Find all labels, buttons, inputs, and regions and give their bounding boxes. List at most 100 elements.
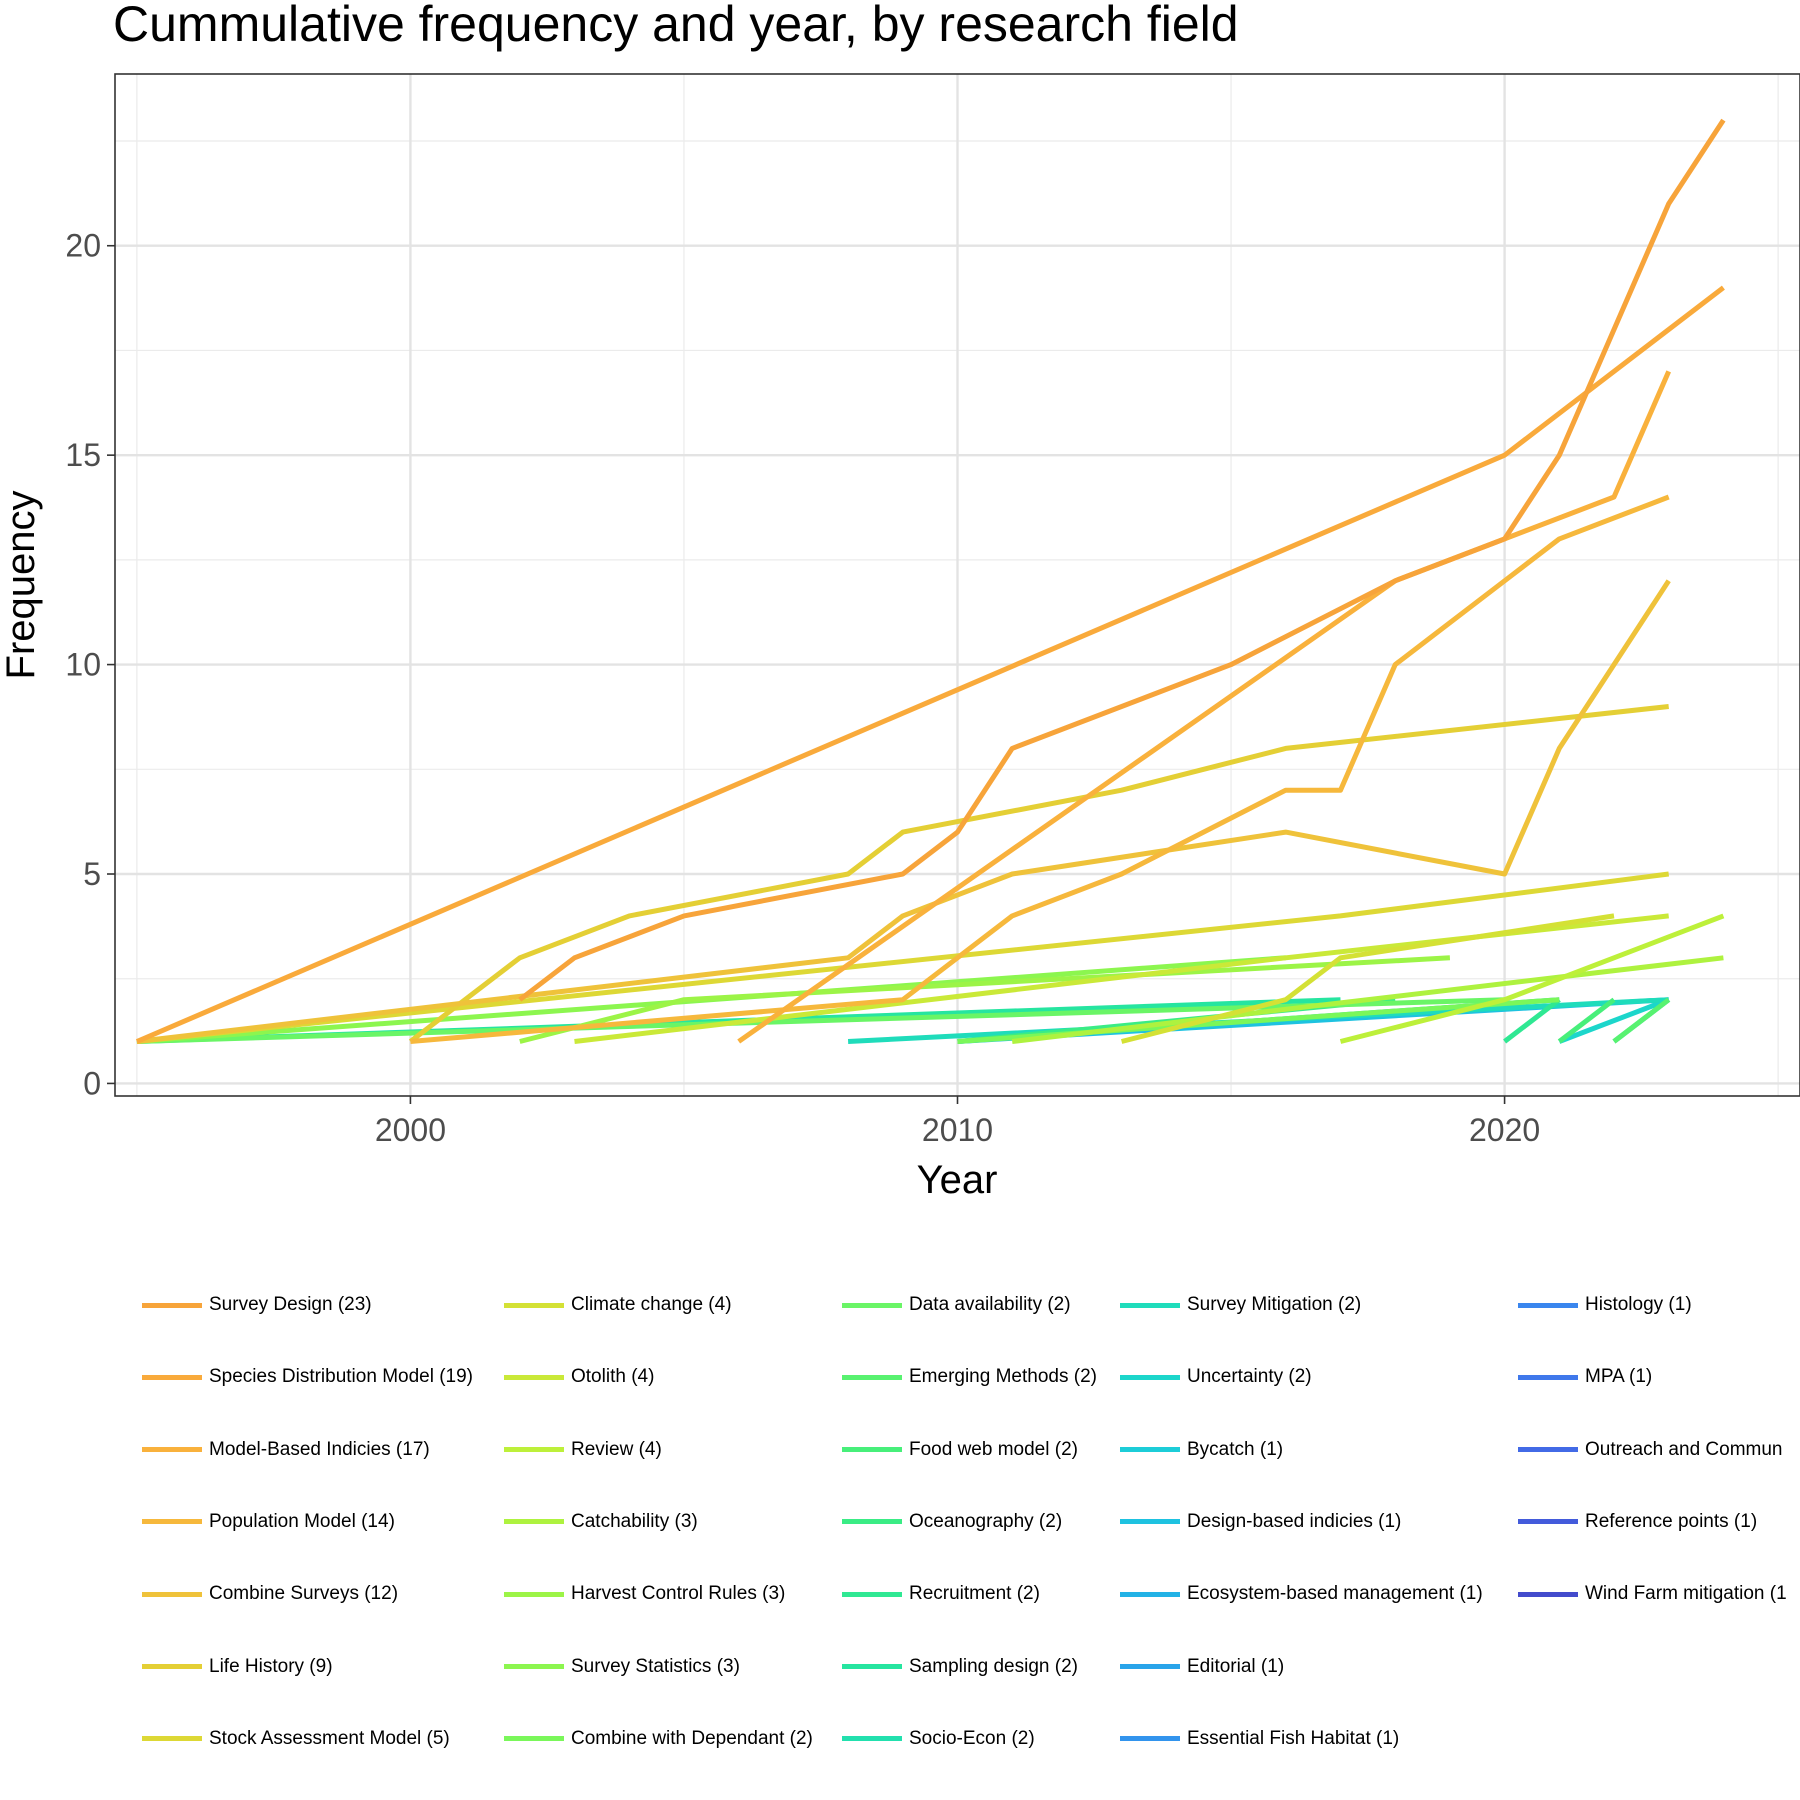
legend-item: Species Distribution Model (19) (142, 1362, 473, 1392)
legend-label: Food web model (2) (909, 1438, 1078, 1460)
legend-key-swatch (142, 1302, 202, 1308)
series-line (410, 494, 1670, 1044)
series-line (1558, 997, 1670, 1044)
legend-key-swatch (142, 1736, 202, 1742)
legend-label: Review (4) (571, 1438, 662, 1460)
legend-label: Bycatch (1) (1187, 1438, 1284, 1460)
axis-ticks: 2000 2010 2020 0 5 10 15 20 (65, 228, 1540, 1148)
legend-item: Stock Assessment Model (5) (142, 1724, 450, 1754)
legend-item: Recruitment (2) (842, 1579, 1040, 1609)
legend-key-swatch (842, 1591, 902, 1597)
legend-item: Design-based indicies (1) (1120, 1507, 1401, 1537)
legend-key-swatch (504, 1664, 564, 1669)
legend-label: Reference points (1) (1585, 1510, 1758, 1532)
legend-label: Otolith (4) (571, 1366, 655, 1388)
legend-key-swatch (504, 1374, 564, 1380)
series-line (1011, 955, 1724, 1044)
legend-label: Combine Surveys (12) (209, 1583, 399, 1605)
legend-label: Survey Design (23) (209, 1294, 372, 1315)
y-tick-label: 5 (83, 856, 101, 892)
legend-item: Combine Surveys (12) (142, 1579, 398, 1609)
legend-label: Socio-Econ (2) (909, 1727, 1035, 1749)
series-line (1612, 997, 1671, 1044)
legend-item: Climate change (4) (504, 1290, 732, 1320)
series-line (1503, 997, 1561, 1044)
legend-label: Catchability (3) (571, 1510, 698, 1532)
legend-key-swatch (1518, 1519, 1578, 1525)
legend-key-swatch (1120, 1374, 1180, 1380)
series-line (1120, 913, 1615, 1044)
legend-key-swatch (504, 1447, 564, 1453)
legend-label: Oceanography (2) (909, 1510, 1063, 1532)
legend-label: Species Distribution Model (19) (209, 1366, 474, 1388)
legend-item: Catchability (3) (504, 1507, 698, 1537)
legend-label: Recruitment (2) (909, 1583, 1040, 1605)
legend-key-swatch (1120, 1591, 1180, 1597)
y-tick-label: 10 (65, 647, 101, 683)
legend-label: Outreach and Commun (1585, 1438, 1783, 1460)
legend-label: Ecosystem-based management (1) (1187, 1583, 1483, 1605)
legend-item: MPA (1) (1518, 1362, 1652, 1392)
legend-label: Model-Based Indicies (17) (209, 1438, 430, 1460)
legend-item: Population Model (14) (142, 1507, 395, 1537)
legend-key-swatch (842, 1664, 902, 1669)
legend-key-swatch (1120, 1519, 1180, 1525)
legend-item: Data availability (2) (842, 1290, 1071, 1320)
legend-label: Population Model (14) (209, 1510, 395, 1532)
legend-item: Oceanography (2) (842, 1507, 1062, 1537)
legend-key-swatch (1518, 1374, 1578, 1380)
legend-key-swatch (842, 1302, 902, 1308)
legend-label: Life History (9) (209, 1655, 333, 1677)
series-line (136, 579, 1671, 1044)
legend-label: Harvest Control Rules (3) (571, 1583, 786, 1605)
series-line (136, 997, 1505, 1044)
legend-item: Ecosystem-based management (1) (1120, 1579, 1483, 1609)
legend-label: MPA (1) (1585, 1366, 1653, 1388)
legend-item: Outreach and Commun (1518, 1435, 1783, 1465)
legend-item: Model-Based Indicies (17) (142, 1435, 430, 1465)
legend: Survey Design (23) Species Distribution M… (142, 1290, 1800, 1790)
legend-item: Sampling design (2) (842, 1652, 1078, 1682)
legend-label: Editorial (1) (1187, 1655, 1285, 1677)
legend-label: Design-based indicies (1) (1187, 1510, 1402, 1532)
legend-key-swatch (504, 1591, 564, 1597)
x-tick-label: 2000 (375, 1112, 446, 1148)
legend-item: Survey Mitigation (2) (1120, 1290, 1361, 1320)
legend-key-swatch (504, 1519, 564, 1525)
legend-key-swatch (142, 1664, 202, 1669)
legend-item: Bycatch (1) (1120, 1435, 1283, 1465)
series-line (574, 913, 1669, 1044)
legend-item: Histology (1) (1518, 1290, 1692, 1320)
legend-item: Review (4) (504, 1435, 662, 1465)
legend-key-swatch (1518, 1302, 1578, 1308)
legend-key-swatch (142, 1591, 202, 1597)
legend-label: Essential Fish Habitat (1) (1187, 1727, 1400, 1749)
legend-key-swatch (504, 1736, 564, 1742)
legend-label: Sampling design (2) (909, 1655, 1078, 1677)
legend-label: Combine with Dependant (2) (571, 1727, 813, 1749)
series-line (518, 118, 1726, 1002)
legend-item: Wind Farm mitigation (1 (1518, 1579, 1787, 1609)
y-tick-label: 0 (83, 1065, 101, 1101)
series-line (1557, 997, 1616, 1044)
legend-label: Survey Statistics (3) (571, 1655, 740, 1677)
line-chart: 2000 2010 2020 0 5 10 15 20 Year Frequency (0, 73, 1800, 1202)
y-tick-label: 20 (65, 228, 101, 264)
legend-key-swatch (1518, 1591, 1578, 1597)
legend-item: Socio-Econ (2) (842, 1724, 1035, 1754)
series-lines (135, 118, 1726, 1044)
legend-label: Emerging Methods (2) (909, 1366, 1097, 1388)
legend-item: Food web model (2) (842, 1435, 1078, 1465)
x-axis-label: Year (917, 1158, 998, 1202)
legend-label: Data availability (2) (909, 1294, 1071, 1315)
x-tick-label: 2010 (922, 1112, 993, 1148)
legend-key-swatch (1120, 1302, 1180, 1308)
legend-label: Histology (1) (1585, 1294, 1692, 1315)
legend-key-swatch (842, 1374, 902, 1380)
legend-label: Wind Farm mitigation (1 (1585, 1583, 1787, 1605)
legend-item: Essential Fish Habitat (1) (1120, 1724, 1399, 1754)
legend-item: Emerging Methods (2) (842, 1362, 1097, 1392)
series-line (136, 871, 1670, 1044)
legend-item: Harvest Control Rules (3) (504, 1579, 785, 1609)
legend-label: Survey Mitigation (2) (1187, 1294, 1362, 1315)
